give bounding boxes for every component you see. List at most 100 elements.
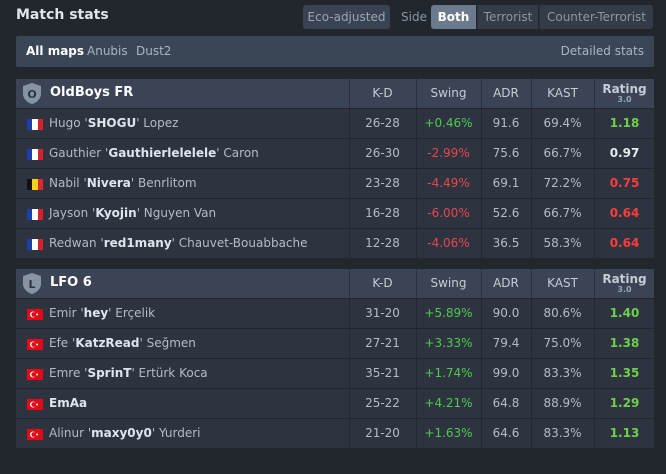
column-swing[interactable]: Swing (416, 79, 480, 108)
swing-value: -6.00% (416, 199, 480, 228)
rating-value: 0.97 (594, 139, 654, 168)
rating-version: 3.0 (617, 95, 632, 104)
player-last-name: ' Nguyen Van (136, 206, 217, 220)
side-label: Side (401, 10, 427, 24)
player-name[interactable]: Efe 'KatzRead' Seğmen (16, 329, 348, 358)
column-rating[interactable]: Rating 3.0 (594, 269, 654, 298)
team-logo-icon: O (23, 83, 41, 104)
fr-flag-icon (27, 119, 43, 130)
column-kast[interactable]: KAST (531, 269, 593, 298)
kd-value: 25-22 (349, 389, 415, 418)
adr-value: 64.6 (481, 419, 530, 448)
team-name[interactable]: OldBoys FR (50, 85, 134, 100)
column-swing[interactable]: Swing (416, 269, 480, 298)
team-header: O OldBoys FR K-D Swing ADR KAST Rating 3.0 (16, 79, 654, 108)
column-kd[interactable]: K-D (349, 269, 415, 298)
player-first-name: Jayson ' (49, 206, 96, 220)
rating-value: 1.35 (594, 359, 654, 388)
rating-value: 1.38 (594, 329, 654, 358)
swing-value: +0.46% (416, 109, 480, 138)
adr-value: 69.1 (481, 169, 530, 198)
player-name[interactable]: Alinur 'maxy0y0' Yurderi (16, 419, 348, 448)
player-name[interactable]: Emir 'hey' Erçelik (16, 299, 348, 328)
kast-value: 58.3% (531, 229, 593, 258)
adr-value: 52.6 (481, 199, 530, 228)
swing-value: +1.74% (416, 359, 480, 388)
player-nickname: red1many (103, 236, 172, 250)
rating-value: 1.40 (594, 299, 654, 328)
kast-value: 75.0% (531, 329, 593, 358)
rating-value: 0.75 (594, 169, 654, 198)
adr-value: 99.0 (481, 359, 530, 388)
player-last-name: ' Erçelik (108, 306, 156, 320)
kd-value: 31-20 (349, 299, 415, 328)
fr-flag-icon (27, 239, 43, 250)
player-last-name: ' Chauvet-Bouabbache (171, 236, 308, 250)
kd-value: 21-20 (349, 419, 415, 448)
rating-label: Rating (602, 272, 647, 286)
maps-bar: All maps Anubis Dust2 Detailed stats (16, 36, 654, 67)
player-row: Redwan 'red1many' Chauvet-Bouabbache 12-2… (16, 229, 654, 258)
side-tab-terrorist[interactable]: Terrorist (477, 5, 538, 29)
be-flag-icon (27, 179, 43, 190)
map-tab-all-maps[interactable]: All maps (26, 44, 85, 58)
column-adr[interactable]: ADR (481, 79, 530, 108)
player-row: Gauthier 'Gauthierlelelele' Caron 26-30 -2… (16, 139, 654, 168)
player-last-name: ' Caron (216, 146, 259, 160)
player-first-name: Nabil ' (49, 176, 87, 190)
adr-value: 91.6 (481, 109, 530, 138)
kast-value: 69.4% (531, 109, 593, 138)
map-tab-dust2[interactable]: Dust2 (136, 44, 172, 58)
side-tab-both[interactable]: Both (431, 5, 476, 29)
player-name[interactable]: Gauthier 'Gauthierlelelele' Caron (16, 139, 348, 168)
rating-value: 0.64 (594, 199, 654, 228)
svg-text:L: L (28, 278, 35, 291)
eco-adjusted-toggle[interactable]: Eco-adjusted (303, 5, 390, 29)
player-first-name: Efe ' (49, 336, 76, 350)
detailed-stats-link[interactable]: Detailed stats (560, 44, 644, 58)
column-rating[interactable]: Rating 3.0 (594, 79, 654, 108)
player-nickname: SHOGU (87, 116, 137, 130)
adr-value: 75.6 (481, 139, 530, 168)
swing-value: +4.21% (416, 389, 480, 418)
player-nickname: Nivera (86, 176, 131, 190)
player-first-name: Alinur ' (49, 426, 92, 440)
map-tab-anubis[interactable]: Anubis (87, 44, 128, 58)
kd-value: 27-21 (349, 329, 415, 358)
player-last-name: ' Benrlitom (130, 176, 197, 190)
svg-text:O: O (27, 88, 36, 101)
kd-value: 26-30 (349, 139, 415, 168)
player-name[interactable]: Hugo 'SHOGU' Lopez (16, 109, 348, 138)
fr-flag-icon (27, 209, 43, 220)
player-name[interactable]: Jayson 'Kyojin' Nguyen Van (16, 199, 348, 228)
team-header: L LFO 6 K-D Swing ADR KAST Rating 3.0 (16, 269, 654, 298)
kast-value: 88.9% (531, 389, 593, 418)
tr-flag-icon (27, 399, 43, 410)
tr-flag-icon (27, 429, 43, 440)
player-nickname: EmAa (49, 396, 88, 410)
player-row: Jayson 'Kyojin' Nguyen Van 16-28 -6.00% 52.… (16, 199, 654, 228)
team-name[interactable]: LFO 6 (50, 275, 92, 290)
player-name[interactable]: Emre 'SprinT' Ertürk Koca (16, 359, 348, 388)
header: Match stats Eco-adjusted Side Both Terro… (0, 0, 666, 34)
rating-value: 1.18 (594, 109, 654, 138)
adr-value: 90.0 (481, 299, 530, 328)
column-adr[interactable]: ADR (481, 269, 530, 298)
player-first-name: Emre ' (49, 366, 88, 380)
player-name[interactable]: Redwan 'red1many' Chauvet-Bouabbache (16, 229, 348, 258)
player-first-name: Hugo ' (49, 116, 88, 130)
player-name[interactable]: EmAa (16, 389, 348, 418)
rating-value: 1.13 (594, 419, 654, 448)
kd-value: 16-28 (349, 199, 415, 228)
column-kast[interactable]: KAST (531, 79, 593, 108)
rating-value: 1.29 (594, 389, 654, 418)
kast-value: 66.7% (531, 139, 593, 168)
player-row: Efe 'KatzRead' Seğmen 27-21 +3.33% 79.4 75.0… (16, 329, 654, 358)
side-tab-counter-terrorist[interactable]: Counter-Terrorist (539, 5, 653, 29)
kast-value: 72.2% (531, 169, 593, 198)
player-first-name: Emir ' (49, 306, 84, 320)
swing-value: -2.99% (416, 139, 480, 168)
swing-value: -4.06% (416, 229, 480, 258)
column-kd[interactable]: K-D (349, 79, 415, 108)
player-name[interactable]: Nabil 'Nivera' Benrlitom (16, 169, 348, 198)
